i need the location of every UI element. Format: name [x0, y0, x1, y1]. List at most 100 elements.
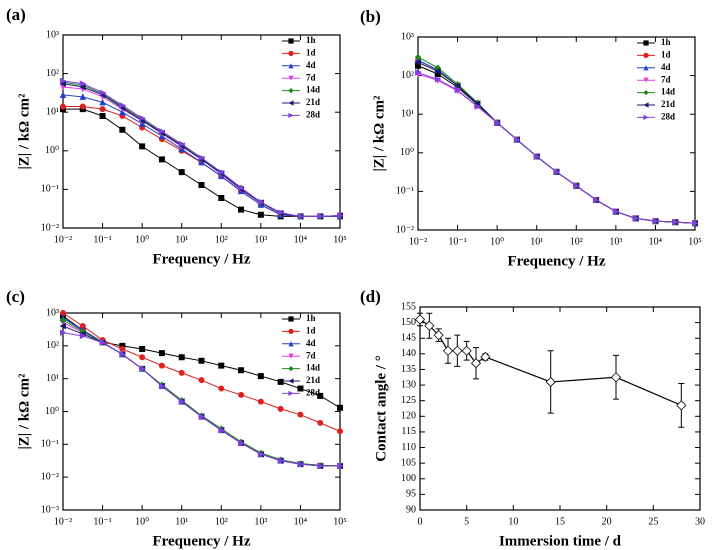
marker [454, 82, 461, 89]
marker [652, 217, 659, 225]
legend-marker [288, 75, 294, 81]
marker [99, 106, 106, 113]
marker [610, 372, 622, 383]
marker [257, 450, 265, 458]
marker [545, 376, 556, 388]
legend-marker [288, 88, 294, 94]
marker [60, 77, 67, 85]
marker [257, 398, 264, 405]
marker [178, 354, 185, 361]
legend-marker [288, 112, 294, 118]
y-tick-label: 130 [401, 379, 416, 390]
marker [414, 314, 426, 325]
marker [218, 362, 225, 369]
x-tick-label: 30 [695, 516, 705, 527]
plot-frame [62, 34, 341, 229]
marker [238, 367, 245, 374]
x-tick-label: 20 [602, 516, 612, 527]
legend-label: 21d [306, 97, 320, 107]
y-tick-label: 10⁻¹ [396, 186, 414, 197]
marker [277, 457, 285, 464]
marker [480, 351, 491, 363]
x-axis-label: Frequency / Hz [152, 251, 250, 267]
marker [337, 212, 344, 219]
legend-marker [288, 390, 294, 396]
marker [59, 103, 67, 110]
panel-label: (d) [360, 287, 381, 306]
marker [139, 354, 146, 361]
y-tick-label: 10⁰ [45, 145, 59, 156]
x-tick-label: 10¹ [175, 516, 188, 527]
legend-label: 1h [306, 35, 316, 45]
y-axis-label: |Z| / kΩ cm² [371, 95, 387, 172]
marker [59, 310, 67, 316]
y-tick-label: 105 [401, 457, 416, 468]
y-tick-label: 10⁻¹ [41, 184, 59, 195]
x-tick-label: 10⁵ [333, 234, 347, 245]
marker [198, 182, 205, 189]
panel: (a) 10⁻² 10⁻¹ 10⁰ 10¹ 10² 10³ 10⁴ 10⁵ 10⁻² 10⁻¹ 10⁰… [6, 5, 347, 268]
y-axis-label: Contact angle / ° [373, 355, 389, 461]
legend-marker [288, 38, 294, 44]
marker [553, 168, 560, 176]
y-tick-label: 155 [401, 301, 416, 312]
marker [257, 211, 264, 218]
y-tick-label: 10² [46, 68, 59, 79]
legend-marker [643, 102, 649, 108]
series-line [62, 332, 340, 467]
marker [139, 143, 146, 150]
marker [99, 112, 106, 119]
panel: (c)10⁻² 10⁻¹ 10⁰ 10¹ 10² 10³ 10⁴ 10⁵10⁻³10⁻²10⁻… [6, 287, 347, 550]
marker [99, 98, 106, 106]
panel: (b) 10⁻² 10⁻¹ 10⁰ 10¹ 10² 10³ 10⁴ 10⁵ 10⁻² 10⁻¹ 10⁰… [360, 7, 702, 270]
legend-label: 1d [306, 47, 316, 57]
marker [317, 462, 324, 470]
legend-marker [643, 90, 649, 96]
marker [238, 206, 245, 213]
marker [337, 462, 344, 470]
x-tick-label: 10⁰ [490, 236, 504, 247]
x-tick-label: 10⁻¹ [448, 236, 466, 247]
marker [178, 140, 186, 148]
x-tick-label: 10⁴ [294, 516, 308, 527]
marker [317, 419, 324, 426]
marker [337, 404, 343, 411]
marker [238, 439, 245, 447]
marker [139, 346, 146, 353]
y-tick-label: 150 [401, 317, 416, 328]
y-tick-label: 10⁰ [400, 147, 414, 158]
legend-marker [288, 366, 294, 372]
legend-label: 1d [306, 325, 316, 335]
marker [238, 391, 245, 398]
panel: (d) 0 5 10 15 20 25 30 90 95 100 105 110 115 120 125 130… [360, 287, 705, 550]
marker [257, 198, 265, 206]
x-tick-label: 0 [418, 516, 423, 527]
y-tick-label: 10⁻² [396, 224, 414, 235]
y-tick-label: 125 [401, 395, 416, 406]
marker [494, 119, 501, 127]
x-tick-label: 10¹ [175, 234, 188, 245]
marker [218, 194, 225, 201]
legend-label: 1d [661, 49, 671, 59]
marker [99, 339, 107, 346]
series-line [417, 56, 696, 224]
x-tick-label: 10³ [254, 516, 267, 527]
legend-label: 1h [306, 313, 316, 323]
legend-marker [643, 114, 649, 120]
marker [178, 369, 185, 376]
x-tick-label: 15 [555, 516, 565, 527]
y-tick-label: 10⁻³ [41, 504, 59, 515]
marker [442, 345, 454, 356]
legend-marker [288, 341, 294, 347]
marker [612, 208, 620, 215]
legend-label: 7d [306, 350, 316, 360]
legend-marker [288, 378, 294, 384]
marker [99, 89, 107, 96]
plot-frame [419, 306, 701, 511]
x-tick-label: 10⁰ [135, 516, 149, 527]
legend-marker [643, 77, 649, 83]
x-tick-label: 10³ [609, 236, 622, 247]
y-tick-label: 145 [401, 333, 416, 344]
marker [434, 76, 442, 83]
marker [158, 382, 166, 390]
